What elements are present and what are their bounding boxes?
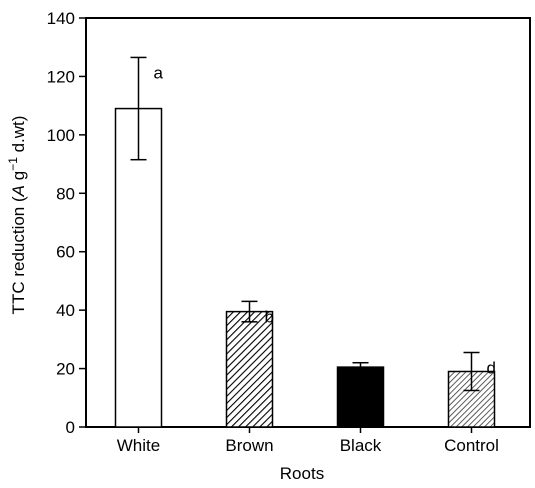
y-axis-title-unit: g xyxy=(9,171,28,185)
y-tick-label: 80 xyxy=(56,184,75,203)
significance-letter: c xyxy=(376,369,385,388)
plot-frame xyxy=(85,17,531,428)
y-tick-label: 100 xyxy=(47,126,75,145)
y-axis-title-superscript: −1 xyxy=(6,157,20,171)
y-axis-title: TTC reduction (A g−1 d.wt) xyxy=(6,116,28,315)
y-tick-label: 40 xyxy=(56,301,75,320)
y-axis-title-prefix: TTC reduction ( xyxy=(9,196,28,314)
y-tick-label: 60 xyxy=(56,243,75,262)
bar-black xyxy=(336,366,385,428)
x-tick-label: Black xyxy=(340,436,382,455)
y-tick-label: 120 xyxy=(47,67,75,86)
x-tick-label: Brown xyxy=(225,436,273,455)
y-tick-label: 140 xyxy=(47,9,75,28)
x-axis-title: Roots xyxy=(280,464,324,483)
significance-letter: b xyxy=(265,307,274,326)
x-tick-label: Control xyxy=(444,436,499,455)
significance-letter: d xyxy=(487,359,496,378)
significance-letter: a xyxy=(154,63,164,82)
x-tick-label: White xyxy=(117,436,160,455)
y-tick-label: 20 xyxy=(56,360,75,379)
y-axis-title-italic: A xyxy=(9,185,28,197)
y-tick-label: 0 xyxy=(66,418,75,437)
bar-brown xyxy=(225,310,274,428)
y-axis-title-suffix: d.wt) xyxy=(9,116,28,158)
plot-area: 0 20 40 60 80 100 120 140 a White b Brown c Black d Con… xyxy=(47,9,531,455)
